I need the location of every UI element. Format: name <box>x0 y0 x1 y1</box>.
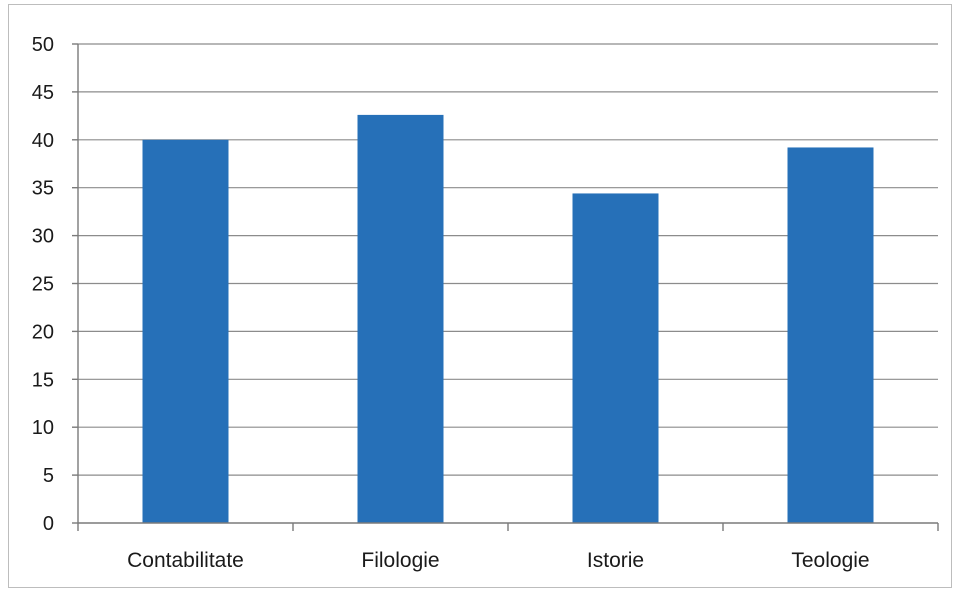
bar-filologie <box>357 114 444 523</box>
x-category-label: Contabilitate <box>127 549 244 572</box>
y-tick-label: 5 <box>43 465 54 487</box>
x-category-label: Filologie <box>361 549 439 572</box>
y-tick-label: 20 <box>32 321 54 343</box>
y-tick-label: 35 <box>32 178 54 200</box>
y-tick-label: 25 <box>32 274 54 296</box>
bars <box>142 114 874 524</box>
bar-contabilitate <box>142 139 229 524</box>
y-tick-label: 10 <box>32 417 54 439</box>
y-tick-label: 50 <box>32 34 54 56</box>
x-category-label: Teologie <box>791 549 869 572</box>
x-category-label: Istorie <box>587 549 644 572</box>
y-tick-label: 45 <box>32 82 54 104</box>
y-tick-label: 15 <box>32 369 54 391</box>
bar-istorie <box>572 193 659 523</box>
y-tick-label: 30 <box>32 226 54 248</box>
y-tick-label: 0 <box>43 513 54 535</box>
y-tick-label: 40 <box>32 130 54 152</box>
axes <box>72 43 939 531</box>
labels: 0 5 10 15 20 25 30 35 40 45 50 Contabilitate Filolog… <box>32 34 870 572</box>
bar-teologie <box>787 147 874 524</box>
